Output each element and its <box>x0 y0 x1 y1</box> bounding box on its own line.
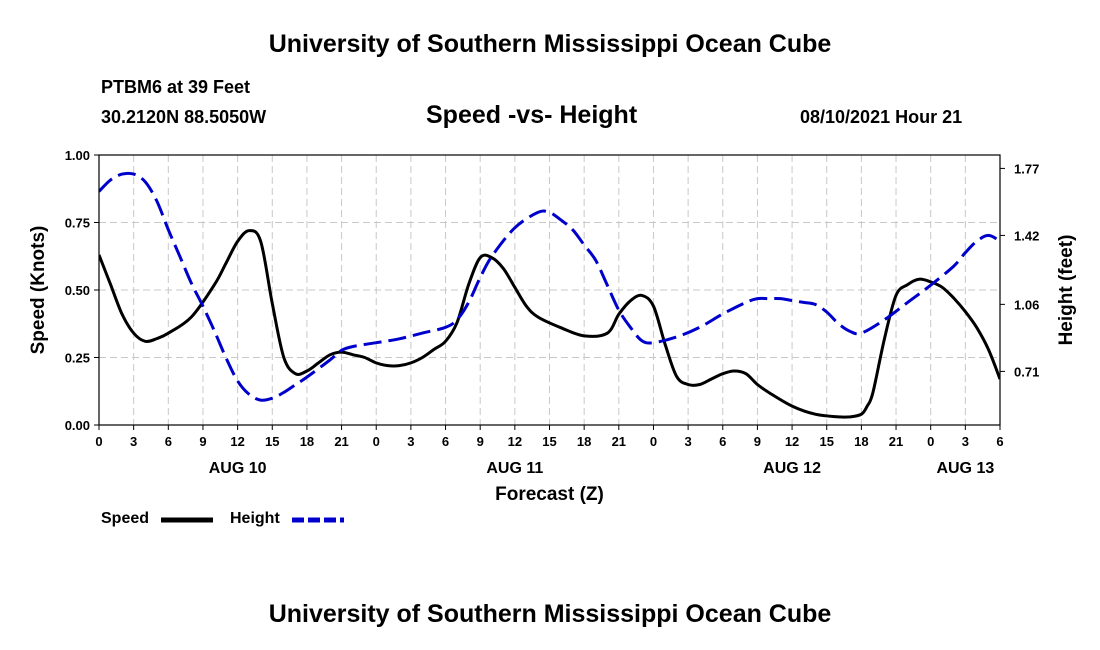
x-tick-label: 0 <box>650 434 657 449</box>
series-line-speed <box>99 229 1000 419</box>
y-right-axis-title: Height (feet) <box>1056 235 1077 346</box>
x-tick-label: 21 <box>889 434 903 449</box>
chart-title: Speed -vs- Height <box>426 101 638 129</box>
station-name: PTBM6 at 39 Feet <box>101 77 251 97</box>
x-tick-label: 9 <box>754 434 761 449</box>
y-left-axis-title: Speed (Knots) <box>28 226 49 355</box>
y-right-tick-label: 0.71 <box>1014 364 1039 379</box>
x-tick-label: 3 <box>684 434 691 449</box>
x-tick-label: 6 <box>165 434 172 449</box>
x-day-label: AUG 13 <box>936 460 994 477</box>
legend-swatch-height <box>292 517 344 523</box>
x-tick-label: 18 <box>300 434 314 449</box>
y-left-tick-label: 0.25 <box>65 351 90 366</box>
y-left-tick-label: 0.50 <box>65 283 90 298</box>
x-axis-title: Forecast (Z) <box>495 484 604 505</box>
x-tick-label: 21 <box>334 434 348 449</box>
x-tick-label: 3 <box>407 434 414 449</box>
x-tick-label: 12 <box>230 434 244 449</box>
x-tick-label: 15 <box>265 434 279 449</box>
x-tick-label: 15 <box>542 434 556 449</box>
x-tick-label: 3 <box>130 434 137 449</box>
x-day-label: AUG 10 <box>209 460 267 477</box>
x-day-label: AUG 12 <box>763 460 821 477</box>
x-tick-label: 21 <box>612 434 626 449</box>
y-right-tick-label: 1.06 <box>1014 297 1039 312</box>
grid-layer <box>99 155 1000 425</box>
y-left-tick-label: 1.00 <box>65 148 90 163</box>
x-tick-label: 0 <box>95 434 102 449</box>
forecast-timestamp: 08/10/2021 Hour 21 <box>800 107 963 127</box>
y-right-tick-label: 1.77 <box>1014 161 1039 176</box>
y-left-tick-label: 0.75 <box>65 216 90 231</box>
x-tick-label: 6 <box>719 434 726 449</box>
x-tick-label: 12 <box>785 434 799 449</box>
x-tick-label: 6 <box>996 434 1003 449</box>
x-tick-label: 0 <box>927 434 934 449</box>
series-layer <box>99 171 1000 419</box>
x-tick-label: 18 <box>577 434 591 449</box>
legend-label-height: Height <box>230 510 280 527</box>
footer-title: University of Southern Mississippi Ocean… <box>268 600 832 628</box>
y-left-tick-label: 0.00 <box>65 418 90 433</box>
x-tick-label: 9 <box>199 434 206 449</box>
legend-label-speed: Speed <box>101 510 150 527</box>
y-right-tick-label: 1.42 <box>1014 228 1039 243</box>
station-coordinates: 30.2120N 88.5050W <box>101 107 267 127</box>
x-tick-label: 15 <box>819 434 833 449</box>
x-tick-label: 3 <box>962 434 969 449</box>
x-tick-label: 0 <box>373 434 380 449</box>
x-tick-label: 12 <box>508 434 522 449</box>
legend-swatch-speed <box>161 517 213 523</box>
page-title: University of Southern Mississippi Ocean… <box>268 30 832 58</box>
x-day-label: AUG 11 <box>486 460 543 477</box>
series-line-height <box>99 171 1000 402</box>
x-tick-label: 6 <box>442 434 449 449</box>
x-tick-label: 9 <box>477 434 484 449</box>
x-tick-label: 18 <box>854 434 868 449</box>
axis-layer: 0 3 6 9 12 15 18 21 0 3 6 9 12 15 18 21 0 3 6 9 12 15 18 21 0 3 6A… <box>28 148 1077 505</box>
